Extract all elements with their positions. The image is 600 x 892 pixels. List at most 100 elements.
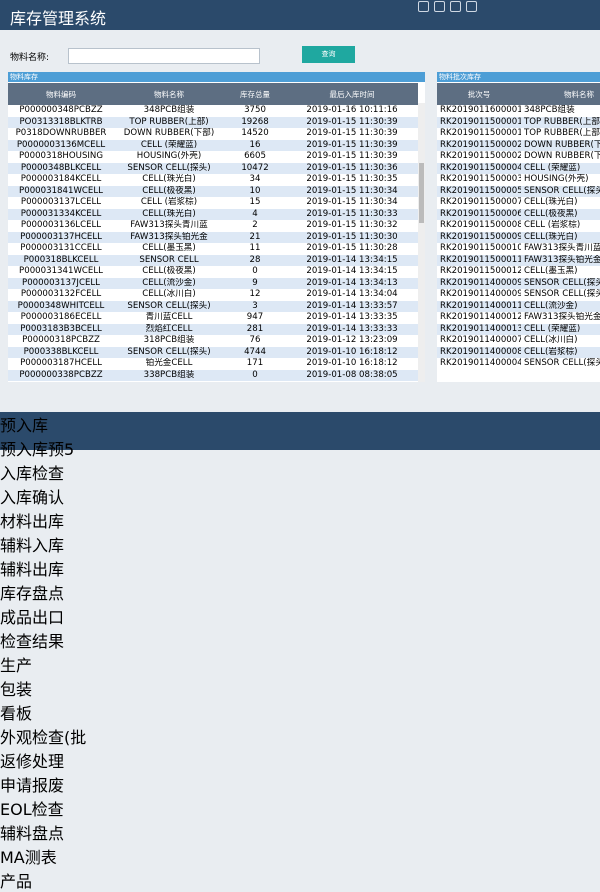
table-row[interactable]: RK2019011500007 CELL(珠光白) <box>437 197 600 209</box>
icon[interactable] <box>434 1 445 12</box>
table-row[interactable]: P000003137LCELL CELL (岩浆棕) 15 2019-01-15 11… <box>8 197 418 209</box>
column-header: 物料编码 <box>8 83 114 105</box>
table-row[interactable]: P000003187HCELL 铂光金CELL 171 2019-01-10 16:1… <box>8 358 418 370</box>
toolbar-button[interactable]: 入库检查 <box>0 460 600 484</box>
table-row[interactable]: P000003137HCELL FAW313探头铂光金 21 2019-01-15 1… <box>8 231 418 243</box>
table-row[interactable]: RK2019011400012 FAW313探头铂光金 <box>437 312 600 324</box>
cell: RK2019011600001 <box>440 105 521 115</box>
toolbar-button[interactable]: MA测表 <box>0 844 600 868</box>
table-row[interactable]: P0000348BLKCELL SENSOR CELL(探头) 10472 2019-… <box>8 162 418 174</box>
toolbar-button[interactable]: 返修处理 <box>0 748 600 772</box>
table-row[interactable]: RK2019011400008 CELL(岩浆棕) <box>437 346 600 358</box>
toolbar-button[interactable]: 入库确认 <box>0 484 600 508</box>
cell: 12 <box>249 289 261 299</box>
icon[interactable] <box>450 1 461 12</box>
icon[interactable] <box>418 1 429 12</box>
cell: TOP RUBBER(上部) <box>524 128 600 138</box>
toolbar-button[interactable]: 申请报废 <box>0 772 600 796</box>
toolbar-label: 申请报废 <box>0 776 65 795</box>
cell: 2019-01-15 11:30:35 <box>306 174 398 184</box>
table-row[interactable]: P0003183B3BCELL 烈焰红CELL 281 2019-01-14 13:3… <box>8 323 418 335</box>
cell: 2019-01-14 13:34:04 <box>306 289 398 299</box>
cell: DOWN RUBBER(下部) <box>521 139 600 151</box>
column-header: 库存总量 <box>224 83 286 105</box>
table-row[interactable]: P000031341WCELL CELL(极夜黑) 0 2019-01-14 13:3… <box>8 266 418 278</box>
table-row[interactable]: P0318DOWNRUBBER DOWN RUBBER(下部) 14520 2019-… <box>8 128 418 140</box>
toolbar-button[interactable]: 检查结果 <box>0 628 600 652</box>
toolbar-button[interactable]: 生产 <box>0 652 600 676</box>
table-row[interactable]: RK2019011500001 TOP RUBBER(上部) <box>437 128 600 140</box>
cell: RK2019011400009 <box>440 289 521 299</box>
toolbar-button[interactable]: 预入库预5 <box>0 436 600 460</box>
table-row[interactable]: P000031334KCELL CELL(珠光白) 4 2019-01-15 11:3… <box>8 208 418 220</box>
table-row[interactable]: RK2019011400004 SENSOR CELL(探头) <box>437 358 600 370</box>
table-row[interactable]: RK2019011400011 CELL(流沙金) <box>437 300 600 312</box>
cell: CELL(珠光白) <box>524 197 578 207</box>
search-input[interactable] <box>68 48 260 64</box>
table-row[interactable]: P000000348PCBZZ 348PCB组装 3750 2019-01-16 10… <box>8 105 418 117</box>
toolbar-button[interactable]: 成品出口 <box>0 604 600 628</box>
cell: RK2019011400004 <box>440 358 521 368</box>
toolbar-button[interactable]: 辅料入库 <box>0 532 600 556</box>
table-row[interactable]: RK2019011400013 CELL (荣耀蓝) <box>437 323 600 335</box>
table-row[interactable]: RK2019011500004 CELL (荣耀蓝) <box>437 162 600 174</box>
table-row[interactable]: RK2019011500012 CELL(墨玉黑) <box>437 266 600 278</box>
table-row[interactable]: P000003186ECELL 青川蓝CELL 947 2019-01-14 13:3… <box>8 312 418 324</box>
table-row[interactable]: RK2019011500005 SENSOR CELL(探头) <box>437 185 600 197</box>
toolbar-button[interactable]: 材料出库 <box>0 508 600 532</box>
table-row[interactable]: P000003131CCELL CELL(墨玉黑) 11 2019-01-15 11:… <box>8 243 418 255</box>
table-row[interactable]: P00000318PCBZZ 318PCB组装 76 2019-01-12 13:23… <box>8 335 418 347</box>
table-row[interactable]: P000338BLKCELL SENSOR CELL(探头) 4744 2019-01… <box>8 346 418 358</box>
search-button[interactable]: 查询 <box>302 46 355 63</box>
table-row[interactable]: RK2019011400007 CELL(冰川白) <box>437 335 600 347</box>
table-row[interactable]: RK2019011400009 SENSOR CELL(探头) <box>437 289 600 301</box>
toolbar-button[interactable]: 辅料盘点 <box>0 820 600 844</box>
toolbar-button[interactable]: EOL检查 <box>0 796 600 820</box>
cell: CELL (荣耀蓝) <box>521 162 600 174</box>
table-row[interactable]: P000003137JCELL CELL(流沙金) 9 2019-01-14 13:3… <box>8 277 418 289</box>
table-row[interactable]: RK2019011500006 CELL(极夜黑) <box>437 208 600 220</box>
table-row[interactable]: RK2019011500009 CELL(珠光白) <box>437 231 600 243</box>
table-row[interactable]: P000000338PCBZZ 338PCB组装 0 2019-01-08 08:38… <box>8 369 418 381</box>
table-row[interactable]: P000003136LCELL FAW313探头青川蓝 2 2019-01-15 11… <box>8 220 418 232</box>
table-row[interactable]: P0000348WHITCELL SENSOR CELL(探头) 3 2019-01-… <box>8 300 418 312</box>
toolbar-button[interactable]: 看板 <box>0 700 600 724</box>
table-row[interactable]: P000318BLKCELL SENSOR CELL 28 2019-01-14 13… <box>8 254 418 266</box>
table-row[interactable]: P000003184KCELL CELL(珠光白) 34 2019-01-15 11:… <box>8 174 418 186</box>
toolbar-button[interactable]: 库存盘点 <box>0 580 600 604</box>
icon[interactable] <box>466 1 477 12</box>
table-row[interactable]: P0000003136MCELL CELL (荣耀蓝) 16 2019-01-15 1… <box>8 139 418 151</box>
table-row[interactable]: RK2019011500011 FAW313探头铂光金 <box>437 254 600 266</box>
scrollbar[interactable] <box>418 103 425 382</box>
toolbar-label: 返修处理 <box>0 752 65 771</box>
cell: 2019-01-16 10:11:16 <box>306 105 398 115</box>
table-row[interactable]: PO0313318BLKTRB TOP RUBBER(上部) 19268 2019-0… <box>8 116 418 128</box>
table-row[interactable]: RK2019011500003 HOUSING(外壳) <box>437 174 600 186</box>
cell: RK2019011500012 <box>440 266 521 276</box>
toolbar-button[interactable]: 产品 <box>0 868 600 892</box>
cell: 348PCB组装 <box>143 105 195 115</box>
table-row[interactable]: P000003132FCELL CELL(冰川白) 12 2019-01-14 13:… <box>8 289 418 301</box>
stock-panel: 物料库存 物料编码 物料名称 库存总量 最后入库时间 P000000348PCBZZ 34… <box>8 72 425 382</box>
scroll-thumb[interactable] <box>419 163 424 223</box>
cell: 2019-01-12 13:23:09 <box>306 335 398 345</box>
table-row[interactable]: RK2019011400009 SENSOR CELL(探头) <box>437 277 600 289</box>
table-row[interactable]: RK2019011500001 TOP RUBBER(上部) <box>437 116 600 128</box>
table-row[interactable]: P0000318HOUSING HOUSING(外壳) 6605 2019-01-15… <box>8 151 418 163</box>
table-row[interactable]: P000031841WCELL CELL(极夜黑) 10 2019-01-15 11:… <box>8 185 418 197</box>
toolbar-button[interactable]: 包装 <box>0 676 600 700</box>
cell: 4 <box>224 208 286 220</box>
toolbar-button[interactable]: 辅料出库 <box>0 556 600 580</box>
cell: FAW313探头铂光金 <box>524 312 600 322</box>
cell: RK2019011400011 <box>437 300 521 312</box>
cell: P00000318PCBZZ <box>22 335 100 345</box>
toolbar-button[interactable]: 外观检查(批 <box>0 724 600 748</box>
cell: SENSOR CELL(探头) <box>524 358 600 368</box>
toolbar-button[interactable]: 预入库 <box>0 412 600 436</box>
table-row[interactable]: RK2019011500008 CELL (岩浆棕) <box>437 220 600 232</box>
table-row[interactable]: RK2019011600001 348PCB组装 <box>437 105 600 117</box>
table-row[interactable]: RK2019011500010 FAW313探头青川蓝 <box>437 243 600 255</box>
